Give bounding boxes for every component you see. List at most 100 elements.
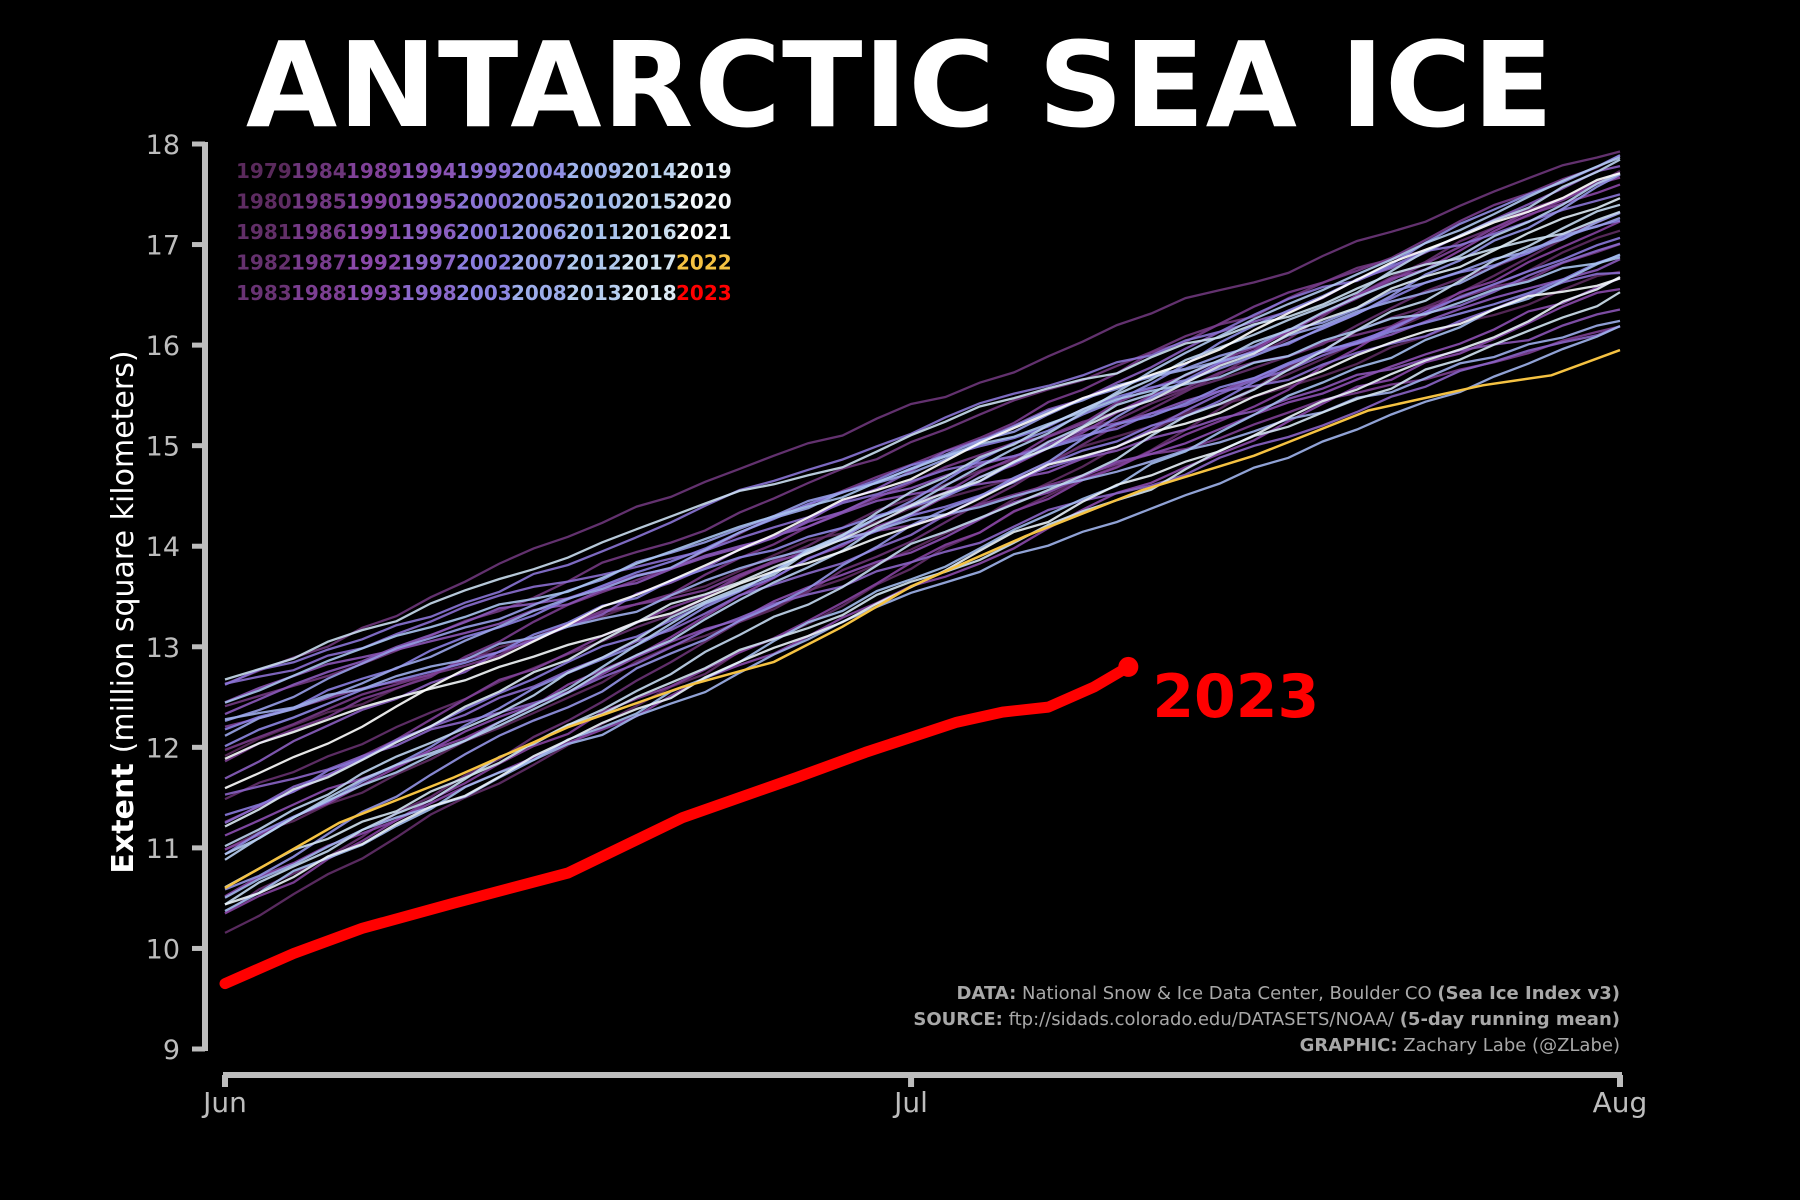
y-tick-label: 12 xyxy=(146,733,180,764)
legend-entry-1987: 1987 xyxy=(291,251,347,275)
line-1993 xyxy=(224,277,1621,837)
legend-entry-2008: 2008 xyxy=(511,281,567,305)
legend-entry-1989: 1989 xyxy=(346,159,402,183)
legend-entry-2004: 2004 xyxy=(511,159,567,183)
legend-entry-1990: 1990 xyxy=(346,190,402,214)
legend-entry-1999: 1999 xyxy=(456,159,512,183)
legend-entry-2007: 2007 xyxy=(511,251,567,275)
legend-entry-2002: 2002 xyxy=(456,251,512,275)
legend-entry-1998: 1998 xyxy=(401,281,457,305)
y-axis: 9 10 11 12 13 14 15 16 17 18 xyxy=(146,130,208,1066)
legend-entry-1980: 1980 xyxy=(236,190,292,214)
legend-entry-1992: 1992 xyxy=(346,251,402,275)
line-1984 xyxy=(224,150,1621,686)
line-1998 xyxy=(224,242,1621,825)
series-2023-path xyxy=(219,661,1134,990)
chart-title: ANTARCTIC SEA ICE xyxy=(245,16,1555,154)
legend-entry-2018: 2018 xyxy=(621,281,677,305)
annotation-2023: 2023 xyxy=(1152,662,1319,732)
line-2015 xyxy=(224,203,1621,906)
line-1994 xyxy=(224,308,1621,704)
legend: 1979 1980 1981 1982 1983 1984 1985 1986 1987 1988… xyxy=(236,159,732,305)
legend-entry-2016: 2016 xyxy=(621,220,677,244)
legend-entry-2021: 2021 xyxy=(676,220,732,244)
footer-line: GRAPHIC: Zachary Labe (@ZLabe) xyxy=(1300,1035,1620,1056)
footer-line: DATA: National Snow & Ice Data Center, B… xyxy=(956,983,1620,1004)
legend-entry-1982: 1982 xyxy=(236,251,292,275)
legend-entry-2022: 2022 xyxy=(676,251,732,275)
line-2000 xyxy=(224,193,1621,686)
line-2010 xyxy=(224,253,1621,913)
x-axis: Jun Jul Aug xyxy=(201,1072,1648,1119)
line-2007 xyxy=(224,211,1621,737)
legend-entry-2006: 2006 xyxy=(511,220,567,244)
legend-entry-2013: 2013 xyxy=(566,281,622,305)
legend-entry-1988: 1988 xyxy=(291,281,347,305)
legend-entry-1979: 1979 xyxy=(236,159,292,183)
line-1997 xyxy=(224,325,1621,796)
legend-entry-2017: 2017 xyxy=(621,251,677,275)
legend-entry-2005: 2005 xyxy=(511,190,567,214)
legend-entry-2012: 2012 xyxy=(566,251,622,275)
legend-entry-2003: 2003 xyxy=(456,281,512,305)
legend-entry-1985: 1985 xyxy=(291,190,347,214)
y-tick-label: 16 xyxy=(146,331,180,362)
y-tick-label: 14 xyxy=(146,532,180,563)
series-2023-endpoint xyxy=(1118,656,1139,677)
line-2017 xyxy=(224,291,1621,889)
line-2011 xyxy=(224,256,1621,704)
y-axis-label-rest: (million square kilometers) xyxy=(106,350,141,753)
y-axis-label: Extent (million square kilometers) xyxy=(106,350,141,873)
footer-credits: DATA: National Snow & Ice Data Center, B… xyxy=(913,983,1620,1056)
legend-entry-2001: 2001 xyxy=(456,220,512,244)
y-tick-label: 18 xyxy=(146,130,180,161)
line-2001 xyxy=(224,236,1621,817)
line-2014 xyxy=(224,158,1621,848)
footer-line: SOURCE: ftp://sidads.colorado.edu/DATASE… xyxy=(913,1009,1620,1030)
x-tick-label: Jul xyxy=(892,1086,928,1119)
line-2019 xyxy=(224,275,1621,906)
y-tick-label: 15 xyxy=(146,432,180,463)
line-1995 xyxy=(224,258,1621,716)
legend-entry-1991: 1991 xyxy=(346,220,402,244)
y-tick-label: 17 xyxy=(146,231,180,262)
line-2023 xyxy=(219,656,1139,990)
line-2022 xyxy=(224,348,1621,890)
legend-entry-1993: 1993 xyxy=(346,281,402,305)
series-2022-path xyxy=(224,348,1621,890)
line-2003 xyxy=(224,254,1621,748)
legend-entry-2009: 2009 xyxy=(566,159,622,183)
legend-entry-1995: 1995 xyxy=(401,190,457,214)
legend-entry-1996: 1996 xyxy=(401,220,457,244)
x-tick-label: Jun xyxy=(201,1086,247,1119)
line-2016 xyxy=(224,210,1621,681)
line-1979 xyxy=(224,270,1621,757)
legend-entry-2000: 2000 xyxy=(456,190,512,214)
y-tick-label: 9 xyxy=(163,1035,180,1066)
historic-year-lines xyxy=(224,150,1621,934)
line-1999 xyxy=(224,271,1621,685)
line-2008 xyxy=(224,319,1621,721)
line-2021 xyxy=(224,172,1621,790)
line-2020 xyxy=(224,277,1621,760)
legend-entry-2020: 2020 xyxy=(676,190,732,214)
legend-entry-1997: 1997 xyxy=(401,251,457,275)
line-2018 xyxy=(224,197,1621,828)
legend-entry-2015: 2015 xyxy=(621,190,677,214)
y-tick-label: 13 xyxy=(146,633,180,664)
x-tick-label: Aug xyxy=(1593,1086,1648,1119)
line-1990 xyxy=(224,220,1621,915)
legend-entry-1984: 1984 xyxy=(291,159,347,183)
legend-entry-2010: 2010 xyxy=(566,190,622,214)
y-tick-label: 10 xyxy=(146,934,180,965)
legend-entry-1981: 1981 xyxy=(236,220,292,244)
legend-entry-1986: 1986 xyxy=(291,220,347,244)
y-axis-label-bold: Extent xyxy=(106,763,141,873)
legend-entry-2019: 2019 xyxy=(676,159,732,183)
legend-entry-2011: 2011 xyxy=(566,220,622,244)
legend-entry-1983: 1983 xyxy=(236,281,292,305)
legend-entry-1994: 1994 xyxy=(401,159,457,183)
legend-entry-2014: 2014 xyxy=(621,159,677,183)
line-2013 xyxy=(224,172,1621,861)
